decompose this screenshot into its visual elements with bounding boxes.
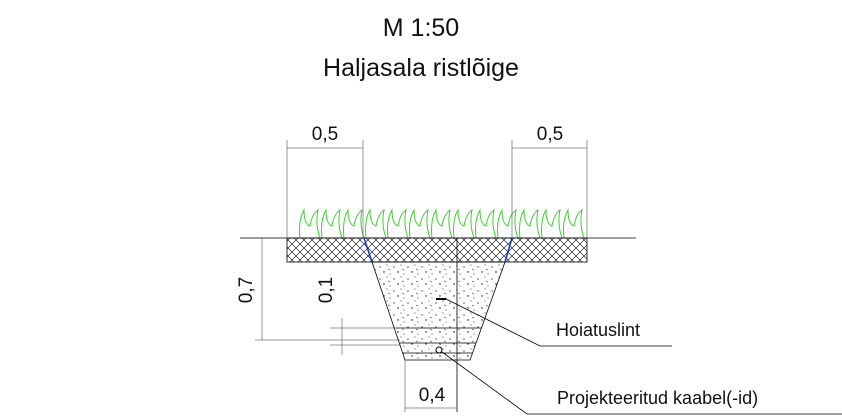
cable (435, 346, 443, 354)
trench (371, 261, 506, 361)
leader-line (445, 298, 672, 347)
scale: M 1:50 (383, 14, 459, 42)
dimension-label: 0,1 (316, 277, 337, 303)
topsoil (286, 237, 588, 263)
callout-label: Projekteeritud kaabel(-id) (557, 388, 758, 408)
dimension-label: 0,4 (419, 385, 446, 406)
callout-label: Hoiatuslint (556, 320, 640, 340)
grass (299, 208, 585, 239)
title: Haljasala ristlõige (323, 54, 519, 82)
dimension-label: 0,5 (312, 124, 338, 145)
trench-edge (363, 237, 513, 263)
leader-line (441, 351, 842, 415)
dimension-lines (240, 140, 588, 412)
dimension-label: 0,5 (537, 124, 563, 145)
dimension-label: 0,7 (236, 277, 257, 303)
